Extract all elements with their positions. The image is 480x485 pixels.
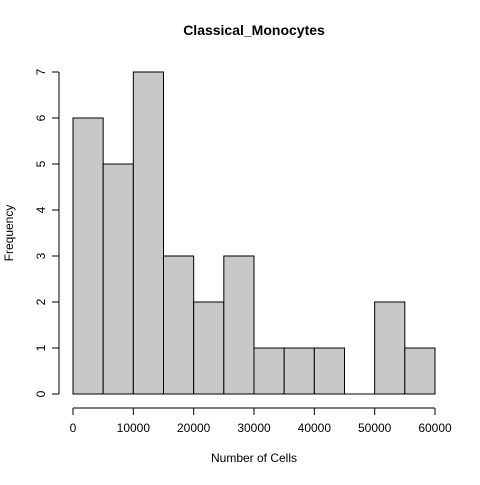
histogram-bar [102, 163, 134, 395]
x-tick-label: 0 [70, 421, 77, 435]
x-tick-label: 30000 [237, 421, 271, 435]
y-tick-label: 7 [34, 68, 48, 75]
y-tick-label: 4 [34, 206, 48, 213]
bars [72, 71, 436, 395]
x-tick-label: 20000 [177, 421, 211, 435]
y-tick-label: 0 [34, 390, 48, 397]
histogram-bar [283, 347, 315, 395]
y-tick-label: 6 [34, 114, 48, 121]
y-tick-label: 1 [34, 344, 48, 351]
x-tick-label: 40000 [298, 421, 332, 435]
x-tick-label: 60000 [418, 421, 452, 435]
x-tick-label: 10000 [117, 421, 151, 435]
x-axis-label: Number of Cells [211, 451, 297, 465]
histogram-bar [132, 71, 164, 395]
x-axis: 0 10000 20000 30000 40000 50000 60000 [70, 407, 452, 435]
y-axis: 0 1 2 3 4 5 6 7 [34, 68, 60, 397]
x-tick-label: 50000 [358, 421, 392, 435]
chart-title: Classical_Monocytes [183, 22, 325, 38]
y-tick-label: 5 [34, 160, 48, 167]
histogram-bar [313, 347, 346, 395]
y-axis-label: Frequency [2, 205, 16, 262]
histogram-bar [193, 301, 225, 395]
histogram-bar [404, 347, 436, 395]
histogram-bar [163, 255, 195, 395]
histogram-bar [72, 117, 104, 395]
y-tick-label: 3 [34, 252, 48, 259]
y-tick-label: 2 [34, 298, 48, 305]
histogram-bar [223, 255, 255, 395]
histogram-bar [253, 347, 285, 395]
histogram-bar [374, 301, 406, 395]
